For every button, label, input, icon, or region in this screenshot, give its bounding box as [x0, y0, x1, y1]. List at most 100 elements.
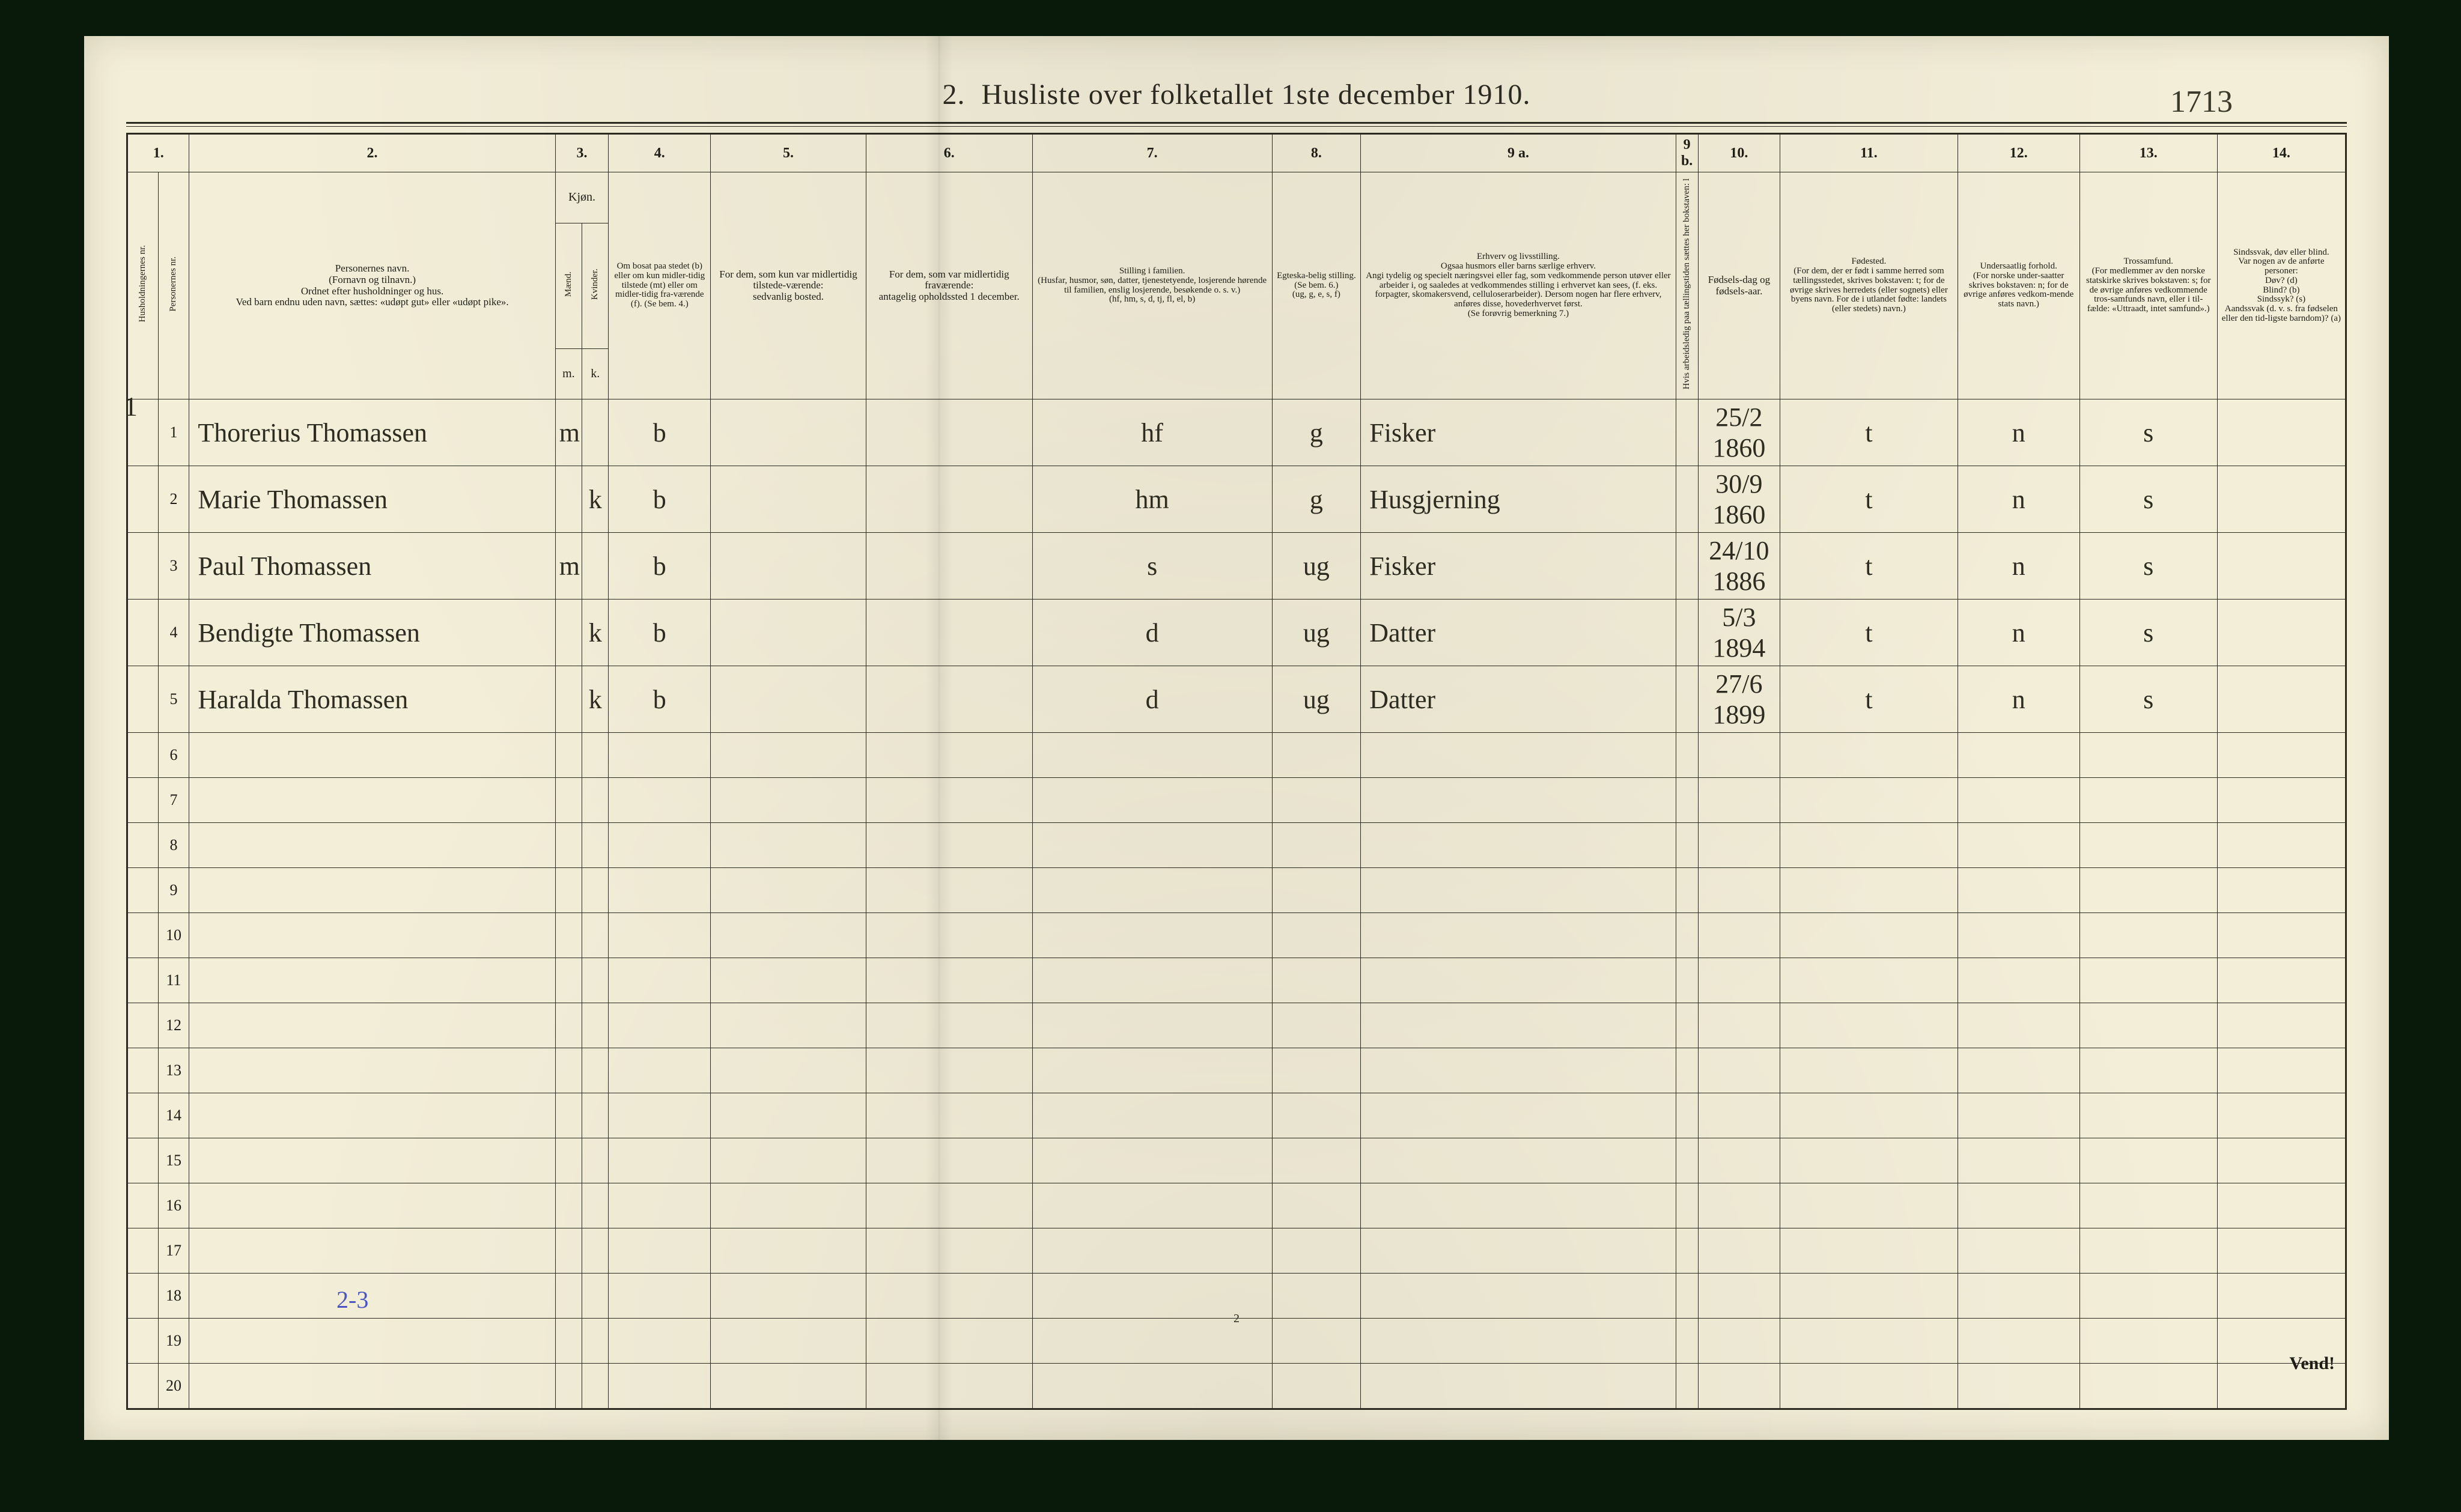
cell-male [555, 666, 582, 733]
cell-undersaat [1958, 1093, 2079, 1138]
cell-sedvanlig [711, 399, 866, 466]
cell-fravaer [866, 1003, 1032, 1048]
cell-undersaat [1958, 1003, 2079, 1048]
cell-fodsel [1698, 778, 1780, 823]
cell-person-nr: 3 [158, 533, 189, 600]
cell-sind [2217, 778, 2346, 823]
cell-female [582, 1093, 609, 1138]
cell-9b [1676, 778, 1698, 823]
cell-9b [1676, 533, 1698, 600]
cell-familie [1032, 1093, 1272, 1138]
cell-female [582, 913, 609, 958]
cell-name: Bendigte Thomassen [189, 600, 555, 666]
cell-name: Paul Thomassen [189, 533, 555, 600]
cell-sind [2217, 466, 2346, 533]
cell-fodested [1780, 1319, 1958, 1364]
cell-fodested [1780, 823, 1958, 868]
cell-sind [2217, 399, 2346, 466]
cell-tros [2079, 1138, 2217, 1183]
cell-person-nr: 11 [158, 958, 189, 1003]
cell-fodested [1780, 1228, 1958, 1274]
cell-erhverv: Fisker [1361, 399, 1676, 466]
cell-fodested [1780, 958, 1958, 1003]
hdr-fravaer: For dem, som var midlertidig fraværende:… [866, 172, 1032, 399]
cell-bosat [609, 1093, 711, 1138]
printed-page-small-2: 2 [1234, 1312, 1240, 1326]
cell-tros [2079, 1228, 2217, 1274]
cell-sedvanlig [711, 1048, 866, 1093]
cell-undersaat [1958, 1364, 2079, 1409]
cell-erhverv [1361, 1364, 1676, 1409]
cell-erhverv [1361, 778, 1676, 823]
cell-fodested [1780, 1364, 1958, 1409]
cell-person-nr: 19 [158, 1319, 189, 1364]
cell-fodsel [1698, 1003, 1780, 1048]
cell-bosat [609, 1274, 711, 1319]
hdr-tros: Trossamfund. (For medlemmer av den norsk… [2079, 172, 2217, 399]
cell-fravaer [866, 1228, 1032, 1274]
hdr-kvinder: Kvinder. [582, 223, 609, 348]
cell-household-nr [127, 1138, 159, 1183]
cell-name [189, 1364, 555, 1409]
colnum-8: 8. [1272, 134, 1361, 172]
cell-erhverv [1361, 1319, 1676, 1364]
table-body: 1Thorerius ThomassenmbhfgFisker25/2 1860… [127, 399, 2346, 1409]
blue-note-2-3: 2-3 [336, 1286, 368, 1314]
cell-name: Marie Thomassen [189, 466, 555, 533]
title-prefix: 2. [942, 79, 965, 111]
cell-fodested [1780, 1093, 1958, 1138]
cell-sind [2217, 1274, 2346, 1319]
cell-bosat [609, 823, 711, 868]
cell-tros [2079, 1003, 2217, 1048]
cell-egte [1272, 778, 1361, 823]
hdr-undersaat: Undersaatlig forhold. (For norske under-… [1958, 172, 2079, 399]
cell-fravaer [866, 1319, 1032, 1364]
cell-fodsel: 25/2 1860 [1698, 399, 1780, 466]
cell-bosat [609, 1183, 711, 1228]
cell-egte [1272, 1138, 1361, 1183]
cell-egte [1272, 1228, 1361, 1274]
cell-female [582, 868, 609, 913]
cell-household-nr [127, 823, 159, 868]
cell-fravaer [866, 778, 1032, 823]
cell-sind [2217, 1228, 2346, 1274]
cell-9b [1676, 913, 1698, 958]
hdr-sind: Sindssvak, døv eller blind. Var nogen av… [2217, 172, 2346, 399]
cell-household-nr [127, 666, 159, 733]
colnum-9b: 9 b. [1676, 134, 1698, 172]
cell-fodsel [1698, 1364, 1780, 1409]
cell-sedvanlig [711, 823, 866, 868]
title-rule-thick [126, 122, 2347, 124]
cell-9b [1676, 1048, 1698, 1093]
table-header: 1. 2. 3. 4. 5. 6. 7. 8. 9 a. 9 b. 10. 11… [127, 134, 2346, 399]
cell-9b [1676, 1228, 1698, 1274]
cell-bosat [609, 778, 711, 823]
cell-9b [1676, 399, 1698, 466]
colnum-9a: 9 a. [1361, 134, 1676, 172]
cell-fodested [1780, 1274, 1958, 1319]
cell-male [555, 913, 582, 958]
cell-fodested: t [1780, 666, 1958, 733]
cell-fravaer [866, 1093, 1032, 1138]
cell-person-nr: 14 [158, 1093, 189, 1138]
cell-tros: s [2079, 466, 2217, 533]
cell-sind [2217, 823, 2346, 868]
cell-sind [2217, 666, 2346, 733]
cell-fodsel [1698, 733, 1780, 778]
cell-sedvanlig [711, 1319, 866, 1364]
cell-egte [1272, 958, 1361, 1003]
cell-tros [2079, 733, 2217, 778]
hdr-bosat: Om bosat paa stedet (b) eller om kun mid… [609, 172, 711, 399]
cell-fodsel: 24/10 1886 [1698, 533, 1780, 600]
cell-fodested: t [1780, 533, 1958, 600]
cell-egte [1272, 868, 1361, 913]
cell-male [555, 1048, 582, 1093]
cell-fodested: t [1780, 600, 1958, 666]
cell-household-nr [127, 958, 159, 1003]
cell-erhverv: Datter [1361, 600, 1676, 666]
cell-fravaer [866, 1138, 1032, 1183]
cell-fodsel [1698, 1048, 1780, 1093]
cell-fodested: t [1780, 466, 1958, 533]
cell-household-nr [127, 600, 159, 666]
household-number-1: 1 [124, 390, 138, 422]
